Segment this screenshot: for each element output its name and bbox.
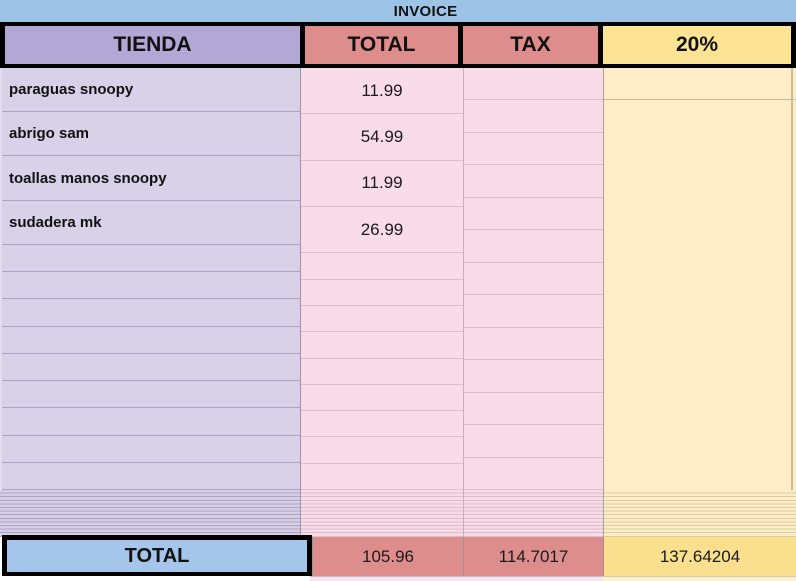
header-total[interactable]: TOTAL	[305, 26, 458, 64]
total-value-cell[interactable]: 26.99	[301, 207, 463, 254]
pct-merged-cell[interactable]	[604, 100, 796, 490]
next-row-sliver	[0, 576, 796, 581]
tax-value-cell[interactable]	[464, 68, 603, 101]
item-name-cell[interactable]: paraguas snoopy	[2, 68, 300, 113]
total-value-cell[interactable]	[301, 253, 463, 280]
item-name-cell[interactable]	[2, 436, 300, 463]
tax-value-cell[interactable]	[464, 230, 603, 263]
tax-value-cell[interactable]	[464, 328, 603, 361]
header-pct[interactable]: 20%	[603, 26, 791, 64]
totals-row: TOTAL 105.96 114.7017 137.64204	[0, 535, 796, 577]
column-pct	[603, 68, 796, 490]
total-value-cell[interactable]	[301, 332, 463, 359]
tax-value-cell[interactable]	[464, 133, 603, 166]
total-value-cell[interactable]: 54.99	[301, 114, 463, 161]
collapsed-rows-tax[interactable]	[463, 490, 603, 537]
item-name-cell[interactable]: sudadera mk	[2, 201, 300, 245]
item-name-cell[interactable]	[2, 272, 300, 300]
item-name-cell[interactable]	[2, 327, 300, 354]
item-name-cell[interactable]	[2, 408, 300, 436]
column-tax	[463, 68, 603, 491]
total-value-cell[interactable]: 11.99	[301, 68, 463, 115]
sliver-tax	[463, 576, 603, 581]
total-value-cell[interactable]	[301, 359, 463, 385]
column-total: 11.99 54.99 11.99 26.99	[300, 68, 463, 491]
sheet-title-band: INVOICE	[0, 0, 796, 22]
tax-value-cell[interactable]	[464, 425, 603, 458]
total-value-cell[interactable]	[301, 385, 463, 412]
tax-value-cell[interactable]	[464, 165, 603, 198]
totals-total-cell[interactable]: 105.96	[312, 537, 463, 576]
tax-value-cell[interactable]	[464, 263, 603, 296]
total-value-cell[interactable]: 11.99	[301, 161, 463, 207]
sliver-total	[310, 576, 463, 581]
pct-cell[interactable]	[604, 68, 796, 101]
tax-value-cell[interactable]	[464, 360, 603, 393]
header-tienda[interactable]: TIENDA	[5, 26, 300, 64]
totals-label-cell[interactable]: TOTAL	[2, 535, 312, 577]
totals-tax-cell[interactable]: 114.7017	[463, 537, 603, 576]
column-right-gridline	[791, 68, 793, 490]
header-row: TIENDA TOTAL TAX 20%	[0, 22, 796, 68]
item-name-cell[interactable]: toallas manos snoopy	[2, 156, 300, 201]
data-grid: paraguas snoopy abrigo sam toallas manos s…	[0, 68, 796, 491]
item-name-cell[interactable]	[2, 299, 300, 327]
item-name-cell[interactable]	[2, 463, 300, 491]
header-tax[interactable]: TAX	[463, 26, 598, 64]
collapsed-rows-strip	[0, 490, 796, 537]
total-value-cell[interactable]	[301, 437, 463, 464]
column-tienda: paraguas snoopy abrigo sam toallas manos s…	[0, 68, 300, 491]
tax-value-cell[interactable]	[464, 393, 603, 426]
tax-value-cell[interactable]	[464, 458, 603, 491]
item-name-cell[interactable]	[2, 245, 300, 273]
total-value-cell[interactable]	[301, 306, 463, 333]
collapsed-rows-total[interactable]	[300, 490, 463, 537]
sliver-tienda	[0, 576, 310, 581]
totals-pct-cell[interactable]: 137.64204	[603, 537, 796, 576]
collapsed-rows-tienda[interactable]	[0, 490, 300, 537]
sheet-title: INVOICE	[393, 2, 458, 20]
collapsed-rows-pct[interactable]	[603, 490, 796, 537]
item-name-cell[interactable]: abrigo sam	[2, 112, 300, 157]
total-value-cell[interactable]	[301, 280, 463, 306]
sliver-pct	[603, 576, 796, 581]
tax-value-cell[interactable]	[464, 100, 603, 133]
tax-value-cell[interactable]	[464, 295, 603, 328]
item-name-cell[interactable]	[2, 381, 300, 409]
total-value-cell[interactable]	[301, 464, 463, 491]
item-name-cell[interactable]	[2, 354, 300, 382]
total-value-cell[interactable]	[301, 411, 463, 438]
tax-value-cell[interactable]	[464, 198, 603, 231]
